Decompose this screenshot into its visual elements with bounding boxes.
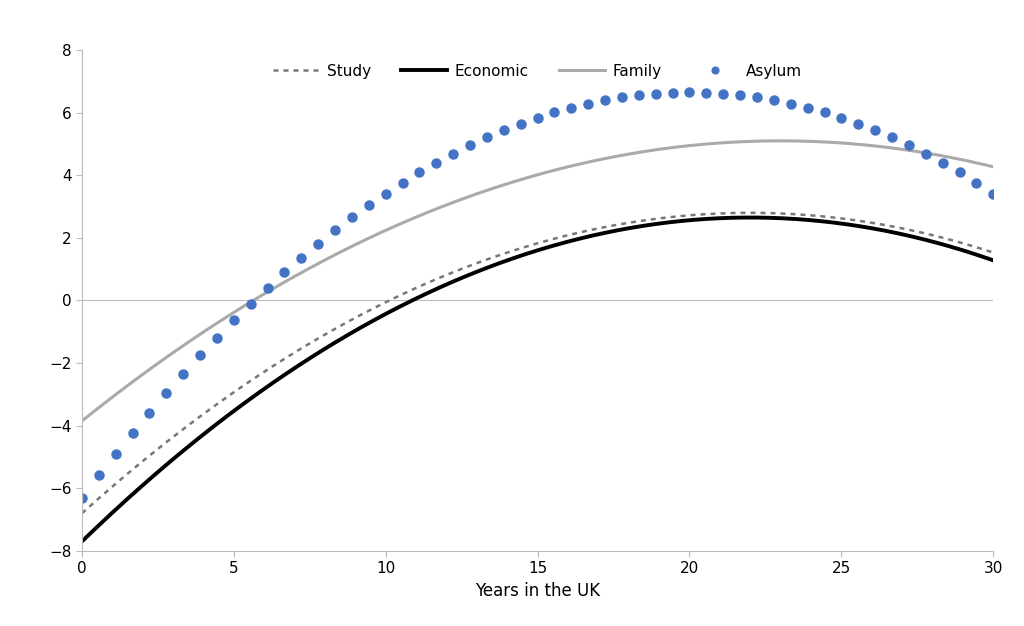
Legend: Study, Economic, Family, Asylum: Study, Economic, Family, Asylum [267, 58, 808, 85]
Study [569, 230, 582, 237]
Asylum [245, 300, 257, 307]
Line: Study: Study [82, 213, 993, 513]
Asylum [987, 190, 999, 197]
Line: Asylum: Asylum [78, 88, 997, 502]
Family [775, 137, 787, 145]
Economic [824, 218, 837, 226]
Study [509, 247, 521, 254]
Family [824, 138, 837, 146]
Family [987, 163, 999, 170]
Economic [76, 538, 88, 545]
Economic [569, 236, 582, 244]
Family [509, 178, 521, 185]
Asylum [295, 254, 307, 262]
Asylum [683, 88, 695, 96]
Family [967, 158, 979, 166]
Economic [967, 250, 979, 257]
Asylum [414, 168, 426, 176]
Economic [987, 257, 999, 264]
Line: Family: Family [82, 141, 993, 421]
Asylum [971, 179, 983, 187]
Asylum [903, 141, 915, 149]
Family [514, 176, 526, 183]
Study [618, 220, 631, 227]
Line: Economic: Economic [82, 218, 993, 541]
Study [824, 213, 837, 221]
Economic [514, 252, 526, 260]
Asylum [76, 494, 88, 501]
Economic [509, 254, 521, 262]
Study [514, 245, 526, 252]
Asylum [177, 370, 189, 377]
Study [967, 242, 979, 250]
Family [618, 151, 631, 158]
Family [569, 162, 582, 169]
Family [76, 417, 88, 424]
Study [987, 249, 999, 256]
Economic [618, 225, 631, 233]
Study [76, 510, 88, 517]
Study [744, 209, 757, 217]
Economic [744, 214, 757, 222]
X-axis label: Years in the UK: Years in the UK [475, 582, 600, 600]
